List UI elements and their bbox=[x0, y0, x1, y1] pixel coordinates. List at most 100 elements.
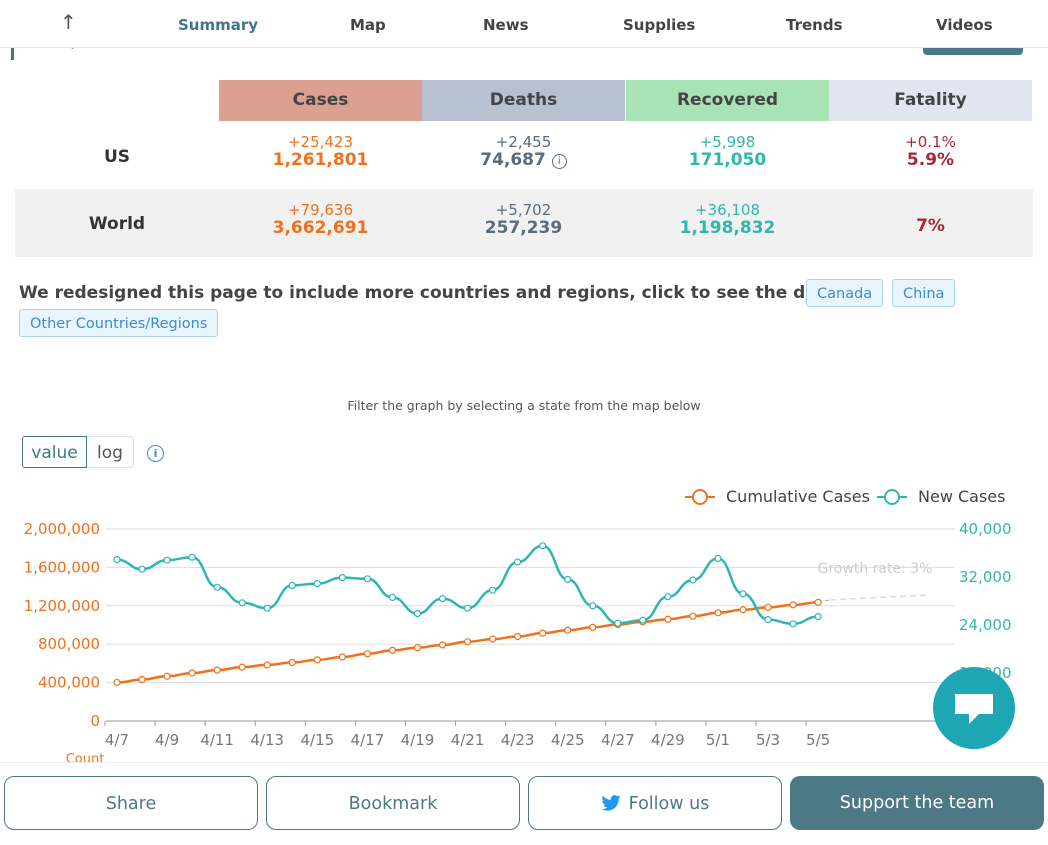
tab-summary[interactable]: Summary bbox=[178, 16, 259, 34]
data-point bbox=[589, 602, 597, 610]
data-point bbox=[288, 581, 296, 590]
data-point bbox=[539, 542, 547, 550]
tab-videos[interactable]: Videos bbox=[936, 16, 993, 34]
scale-value-toggle[interactable]: value bbox=[22, 436, 87, 468]
cases-chart: 0 400,000 800,000 1,200,000 1,600,000 2,000,0… bbox=[24, 487, 1012, 762]
data-point bbox=[238, 663, 246, 671]
data-point bbox=[814, 598, 822, 606]
us-cases-delta: +25,423 bbox=[287, 133, 354, 151]
share-button[interactable]: Share bbox=[4, 776, 258, 830]
x-tick-label: 4/23 bbox=[501, 731, 535, 749]
top-nav: ↑ Summary Map News Supplies Trends Video… bbox=[0, 0, 1048, 48]
tab-map[interactable]: Map bbox=[350, 16, 386, 34]
data-point bbox=[589, 623, 597, 631]
data-point bbox=[489, 635, 497, 643]
tab-trends[interactable]: Trends bbox=[786, 16, 843, 34]
data-point bbox=[764, 616, 772, 624]
data-point bbox=[188, 669, 196, 677]
chart-info-icon[interactable]: i bbox=[147, 445, 164, 462]
tab-supplies[interactable]: Supplies bbox=[623, 16, 696, 34]
world-deaths-cell: +5,702 257,239 bbox=[422, 202, 625, 238]
scale-log-toggle[interactable]: log bbox=[87, 436, 134, 468]
x-tick-label: 5/5 bbox=[806, 731, 830, 749]
us-deaths-total: 74,687 bbox=[480, 150, 546, 170]
x-tick-label: 4/27 bbox=[601, 731, 635, 749]
twitter-bird-icon bbox=[601, 795, 621, 811]
world-cases-total: 3,662,691 bbox=[272, 218, 369, 238]
us-cases-total: 1,261,801 bbox=[272, 150, 369, 170]
table-row-us: US +25,423 1,261,801 +2,455 74,687 i +5,… bbox=[15, 128, 1033, 188]
header-cases[interactable]: Cases bbox=[219, 80, 422, 121]
tab-news[interactable]: News bbox=[483, 16, 529, 34]
data-point bbox=[238, 599, 246, 607]
data-point bbox=[463, 604, 472, 612]
right-tick-label: 24,000 bbox=[959, 616, 1012, 634]
left-axis-label: Count bbox=[66, 752, 105, 762]
data-point bbox=[413, 644, 422, 652]
data-point bbox=[739, 590, 747, 598]
data-point bbox=[213, 583, 221, 591]
data-point bbox=[764, 603, 772, 612]
world-fatality-cell: 7% bbox=[829, 216, 1032, 236]
data-point bbox=[789, 620, 797, 628]
x-tick-label: 5/3 bbox=[756, 731, 780, 749]
data-point bbox=[564, 626, 572, 634]
data-point bbox=[739, 606, 747, 614]
data-point bbox=[138, 675, 146, 684]
x-tick-label: 4/11 bbox=[200, 731, 234, 749]
region-link-other[interactable]: Other Countries/Regions bbox=[19, 309, 219, 337]
region-link-china[interactable]: China bbox=[892, 279, 956, 307]
data-point bbox=[714, 554, 722, 563]
left-tick-label: 2,000,000 bbox=[24, 520, 100, 538]
us-deaths-delta: +2,455 bbox=[495, 133, 552, 151]
follow-us-label: Follow us bbox=[628, 794, 710, 814]
left-tick-label: 1,200,000 bbox=[24, 597, 100, 615]
data-point bbox=[388, 593, 397, 602]
info-icon[interactable]: i bbox=[551, 154, 567, 169]
legend-marker bbox=[884, 489, 900, 505]
x-tick-label: 4/19 bbox=[401, 731, 435, 749]
header-recovered[interactable]: Recovered bbox=[626, 80, 829, 121]
data-point bbox=[814, 613, 822, 621]
data-point bbox=[138, 565, 146, 573]
data-point bbox=[113, 678, 121, 687]
chat-bubble-icon[interactable] bbox=[933, 667, 1015, 749]
header-deaths[interactable]: Deaths bbox=[422, 80, 625, 121]
region-link-canada[interactable]: Canada bbox=[806, 279, 884, 307]
data-point bbox=[463, 638, 472, 646]
data-point bbox=[388, 646, 397, 654]
data-point bbox=[163, 672, 171, 680]
follow-us-button[interactable]: Follow us bbox=[528, 776, 782, 830]
data-point bbox=[639, 616, 647, 624]
accent-bar bbox=[11, 40, 14, 60]
data-point bbox=[689, 576, 697, 584]
filter-note: Filter the graph by selecting a state fr… bbox=[347, 398, 701, 413]
us-recovered-delta: +5,998 bbox=[699, 133, 756, 151]
data-point bbox=[363, 575, 371, 583]
left-tick-label: 1,600,000 bbox=[24, 558, 100, 576]
data-point bbox=[514, 632, 522, 641]
data-point bbox=[489, 586, 497, 594]
growth-rate-label: Growth rate: 3% bbox=[818, 561, 933, 577]
us-fatality-total: 5.9% bbox=[906, 150, 955, 170]
data-point bbox=[213, 666, 221, 674]
legend-label: Cumulative Cases bbox=[726, 487, 870, 506]
left-tick-label: 0 bbox=[90, 712, 100, 730]
world-cases-cell: +79,636 3,662,691 bbox=[219, 202, 422, 238]
world-deaths-delta: +5,702 bbox=[495, 201, 552, 219]
header-fatality[interactable]: Fatality bbox=[829, 80, 1032, 121]
data-point bbox=[338, 653, 346, 661]
us-recovered-cell: +5,998 171,050 bbox=[626, 134, 829, 170]
us-fatality-delta: +0.1% bbox=[905, 133, 956, 151]
x-tick-label: 4/25 bbox=[551, 731, 585, 749]
bookmark-button[interactable]: Bookmark bbox=[266, 776, 520, 830]
legend-marker bbox=[692, 489, 708, 505]
up-arrow-icon[interactable]: ↑ bbox=[60, 10, 77, 34]
x-tick-label: 4/21 bbox=[451, 731, 485, 749]
data-point bbox=[614, 619, 622, 627]
world-deaths-total: 257,239 bbox=[484, 218, 563, 238]
growth-trend-line bbox=[830, 594, 931, 601]
support-team-button[interactable]: Support the team bbox=[790, 776, 1044, 830]
right-tick-label: 40,000 bbox=[959, 520, 1012, 538]
data-point bbox=[564, 575, 572, 584]
